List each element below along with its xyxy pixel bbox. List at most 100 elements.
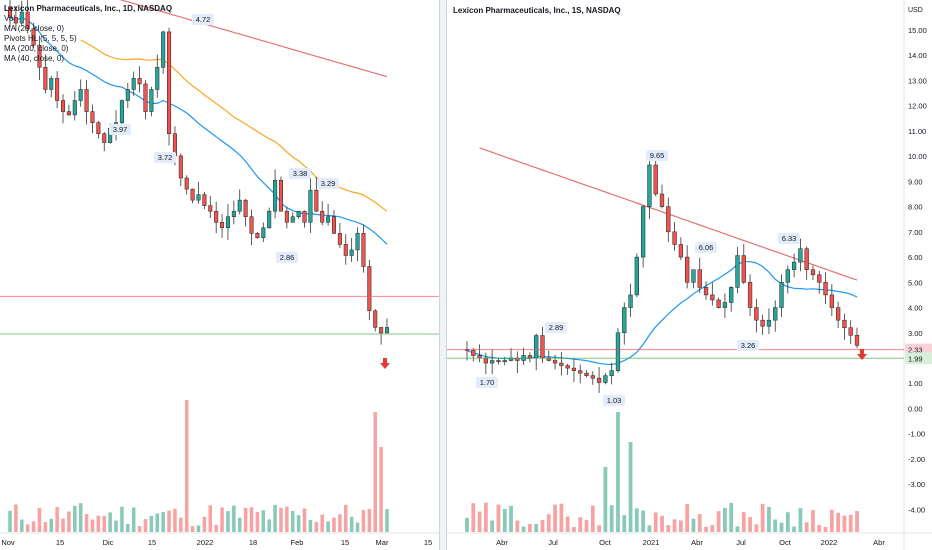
- price-level-tag: [905, 352, 932, 365]
- candle-body: [49, 78, 54, 90]
- candle-body: [640, 206, 646, 258]
- pivot-label: 1.70: [480, 378, 495, 387]
- volume-bar: [496, 504, 501, 532]
- volume-bar: [232, 505, 236, 532]
- time-tick-label: Jul: [736, 538, 746, 547]
- volume-bar: [823, 526, 828, 532]
- candle-body: [722, 302, 728, 308]
- volume-bar: [685, 504, 690, 532]
- volume-bar: [43, 522, 48, 532]
- volume-bar: [90, 519, 95, 532]
- candle-body: [96, 122, 101, 134]
- volume-bar: [237, 517, 242, 532]
- volume-bar: [628, 442, 633, 532]
- volume-bar: [490, 520, 495, 532]
- candle-body: [590, 375, 595, 379]
- candle-body: [483, 357, 489, 364]
- pane-divider[interactable]: [439, 0, 447, 550]
- pivot-label-box: [289, 168, 311, 179]
- pivot-label-box: [476, 377, 498, 388]
- volume-bar: [741, 512, 746, 532]
- candle-body: [729, 287, 734, 303]
- candle-body: [249, 216, 254, 234]
- time-tick-label: Abr: [496, 538, 508, 547]
- legend-ma40[interactable]: MA (40, close, 0): [4, 54, 65, 63]
- candle-body: [102, 133, 107, 143]
- volume-bar: [647, 525, 652, 532]
- candle-body: [552, 360, 558, 364]
- pivot-label: 3.26: [741, 341, 756, 350]
- time-tick-label: Feb: [291, 538, 304, 547]
- left-chart-pane[interactable]: USD4.804.604.404.204.003.803.603.403.203…: [0, 0, 439, 550]
- price-tick-label: -2.00: [908, 455, 925, 464]
- volume-bar: [546, 514, 551, 532]
- volume-bar: [666, 525, 671, 532]
- volume-bar: [829, 509, 834, 532]
- volume-bar: [653, 512, 658, 532]
- candle-body: [766, 319, 772, 327]
- volume-bar: [73, 505, 77, 532]
- price-tick-label: -4.00: [908, 505, 925, 514]
- volume-bar: [367, 509, 372, 532]
- candle-body: [367, 266, 372, 312]
- candle-body: [647, 164, 652, 207]
- volume-bar: [767, 506, 771, 532]
- price-tick-label: 6.00: [908, 253, 923, 262]
- candle-body: [361, 233, 366, 267]
- left-chart-svg[interactable]: USD4.804.604.404.204.003.803.603.403.203…: [0, 0, 439, 550]
- time-tick-label: Abr: [691, 538, 703, 547]
- candle-body: [55, 78, 60, 101]
- volume-bar: [220, 507, 224, 532]
- volume-bar: [817, 525, 822, 532]
- candle-body: [785, 269, 790, 283]
- candle-body: [628, 294, 633, 308]
- legend-ma200[interactable]: MA (200, close, 0): [4, 44, 69, 53]
- candle-body: [155, 67, 160, 90]
- price-tick-label: 11.00: [908, 127, 926, 136]
- candle-body: [143, 83, 148, 112]
- volume-bar: [691, 518, 696, 532]
- time-tick-label: Dic: [103, 538, 114, 547]
- volume-bar: [320, 514, 324, 532]
- candle-body: [202, 194, 207, 206]
- volume-bar: [385, 509, 389, 532]
- legend-pivots[interactable]: Pivots HL (5, 5, 5, 5): [4, 34, 77, 43]
- price-tick-label: 5.00: [908, 278, 923, 287]
- time-tick-label: 15: [148, 538, 156, 547]
- price-tick-label: 9.00: [908, 177, 923, 186]
- right-chart-pane[interactable]: USD 15.00 14.00 13.00 12.00 11.00 10.00 9.00 8.0…: [447, 0, 932, 550]
- volume-bar: [290, 511, 295, 532]
- candle-body: [119, 100, 124, 123]
- candle-body: [326, 216, 331, 223]
- volume-bar: [120, 506, 124, 532]
- candle-body: [609, 370, 614, 376]
- candle-body: [672, 231, 677, 245]
- volume-bar: [804, 522, 809, 532]
- candle-body: [779, 282, 784, 308]
- volume-bar: [332, 517, 336, 532]
- candle-body: [19, 11, 24, 24]
- candle-body: [231, 210, 236, 217]
- volume-bar: [584, 520, 589, 532]
- time-tick-label: 2021: [643, 538, 660, 547]
- candle-body: [540, 335, 545, 359]
- volume-bar: [108, 512, 112, 532]
- candle-body: [349, 249, 354, 256]
- volume-bar: [249, 507, 254, 532]
- volume-bar: [760, 503, 765, 532]
- volume-bar: [308, 520, 313, 532]
- time-tick-label: Nov: [1, 538, 15, 547]
- volume-bar: [634, 508, 639, 532]
- volume-bar: [179, 517, 183, 532]
- legend-vol[interactable]: Vol: [4, 14, 16, 23]
- candle-body: [314, 189, 319, 212]
- price-tick-label: 7.00: [908, 228, 923, 237]
- pivot-label-box: [154, 152, 176, 163]
- volume-bar: [14, 504, 18, 532]
- candle-body: [798, 248, 803, 263]
- right-chart-svg[interactable]: USD 15.00 14.00 13.00 12.00 11.00 10.00 9.00 8.0…: [447, 0, 932, 550]
- candle-body: [7, 6, 13, 18]
- candle-body: [167, 31, 172, 134]
- legend-ma20[interactable]: MA (20, close, 0): [4, 24, 65, 33]
- volume-bar: [84, 514, 89, 532]
